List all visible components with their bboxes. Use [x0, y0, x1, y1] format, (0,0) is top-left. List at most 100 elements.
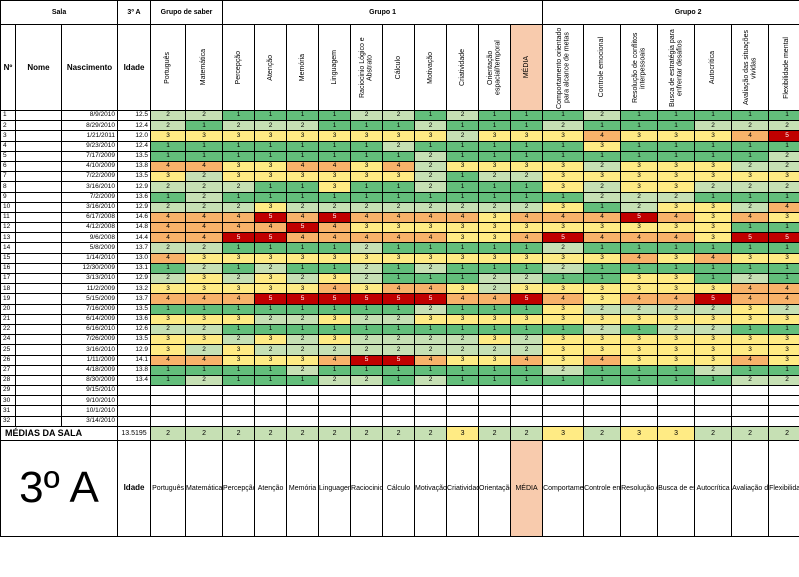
student-name [15, 120, 62, 132]
score-cell: 2 [350, 242, 384, 254]
score-cell: 2 [185, 374, 224, 387]
score-cell: 3 [254, 160, 288, 173]
score-cell: 1 [446, 181, 480, 193]
score-cell: 3 [286, 130, 320, 142]
score-cell: 1 [382, 364, 416, 376]
score-cell: 1 [185, 120, 224, 132]
score-cell: 1 [694, 374, 733, 387]
score-cell: 3 [222, 283, 256, 295]
score-cell: 3 [657, 334, 696, 346]
score-cell: 1 [150, 150, 187, 162]
footer-subject: Resolução de conflitos interpessoais [620, 439, 659, 537]
score-cell: 2 [731, 272, 770, 285]
score-cell [414, 415, 448, 427]
subject-label: Busca de estratégia para enfrentar desaf… [668, 28, 684, 107]
score-cell: 2 [731, 160, 770, 173]
footer-subject: Português [150, 439, 187, 537]
score-cell: 3 [731, 252, 770, 264]
subject-label: Criatividade [447, 484, 478, 492]
score-cell: 4 [657, 211, 696, 224]
score-cell: 2 [222, 334, 256, 346]
score-cell: 4 [382, 211, 416, 224]
score-cell: 1 [620, 120, 659, 132]
score-cell: 3 [150, 313, 187, 325]
grupo1-label: Grupo 1 [222, 0, 544, 25]
score-cell: 1 [318, 150, 352, 162]
medias-idade: 13.5195 [117, 425, 152, 441]
score-cell: 3 [414, 222, 448, 234]
score-cell: 2 [382, 334, 416, 346]
score-cell: 3 [254, 201, 288, 213]
score-cell: 1 [694, 272, 733, 285]
birth-date: 3/16/2010 [60, 201, 119, 213]
birth-date: 7/22/2009 [60, 171, 119, 183]
student-age: 12.4 [117, 140, 152, 152]
student-age: 12.5 [117, 109, 152, 122]
student-rows: 18/9/201012.52211112212111211111128/29/2… [0, 109, 799, 427]
subject-label: Memória [288, 484, 317, 492]
score-cell: 3 [286, 283, 320, 295]
col-n: Nº [0, 24, 16, 111]
score-cell: 4 [222, 222, 256, 234]
student-number: 17 [0, 272, 16, 285]
score-cell: 1 [222, 323, 256, 336]
score-cell: 3 [222, 313, 256, 325]
student-number: 3 [0, 130, 16, 142]
score-cell: 2 [414, 181, 448, 193]
score-cell: 3 [222, 171, 256, 183]
student-age [117, 385, 152, 397]
score-cell: 1 [382, 323, 416, 336]
student-number: 11 [0, 211, 16, 224]
student-name [15, 109, 62, 122]
score-cell: 1 [768, 222, 799, 234]
score-cell: 2 [694, 120, 733, 132]
score-cell: 3 [542, 334, 585, 346]
score-cell: 2 [185, 323, 224, 336]
student-age: 13.5 [117, 334, 152, 346]
score-cell: 2 [478, 283, 512, 295]
score-cell: 1 [510, 181, 544, 193]
subject-label: Português [164, 51, 172, 84]
media-cell: 2 [286, 425, 320, 441]
score-cell: 5 [510, 293, 544, 305]
score-cell: 1 [657, 242, 696, 254]
score-cell: 3 [583, 140, 622, 152]
subject-label: Orientação espacial/temporal [479, 484, 511, 492]
score-cell: 1 [350, 181, 384, 193]
score-cell: 4 [731, 293, 770, 305]
student-number: 26 [0, 354, 16, 366]
score-cell: 5 [350, 293, 384, 305]
student-age: 13.4 [117, 374, 152, 387]
score-cell: 1 [542, 323, 585, 336]
score-cell: 1 [382, 181, 416, 193]
score-cell [583, 415, 622, 427]
score-cell: 1 [542, 374, 585, 387]
student-name [15, 242, 62, 254]
birth-date: 11/2/2009 [60, 283, 119, 295]
score-cell: 2 [583, 323, 622, 336]
student-age: 13.8 [117, 364, 152, 376]
score-cell: 1 [446, 262, 480, 275]
score-cell: 1 [150, 191, 187, 203]
score-cell [318, 405, 352, 417]
score-cell: 5 [254, 232, 288, 244]
score-cell: 3 [185, 283, 224, 295]
score-cell: 3 [768, 171, 799, 183]
score-cell: 1 [620, 140, 659, 152]
score-cell [350, 395, 384, 407]
score-cell: 2 [768, 374, 799, 387]
score-cell: 3 [620, 160, 659, 173]
score-cell [657, 415, 696, 427]
subject-header: Português [150, 24, 187, 111]
score-cell: 3 [478, 334, 512, 346]
score-cell: 2 [620, 303, 659, 315]
score-cell: 3 [254, 272, 288, 285]
score-cell: 2 [583, 109, 622, 122]
score-cell: 1 [414, 272, 448, 285]
score-cell: 2 [286, 344, 320, 356]
score-cell: 3 [542, 303, 585, 315]
score-cell: 2 [350, 272, 384, 285]
score-cell: 3 [657, 313, 696, 325]
